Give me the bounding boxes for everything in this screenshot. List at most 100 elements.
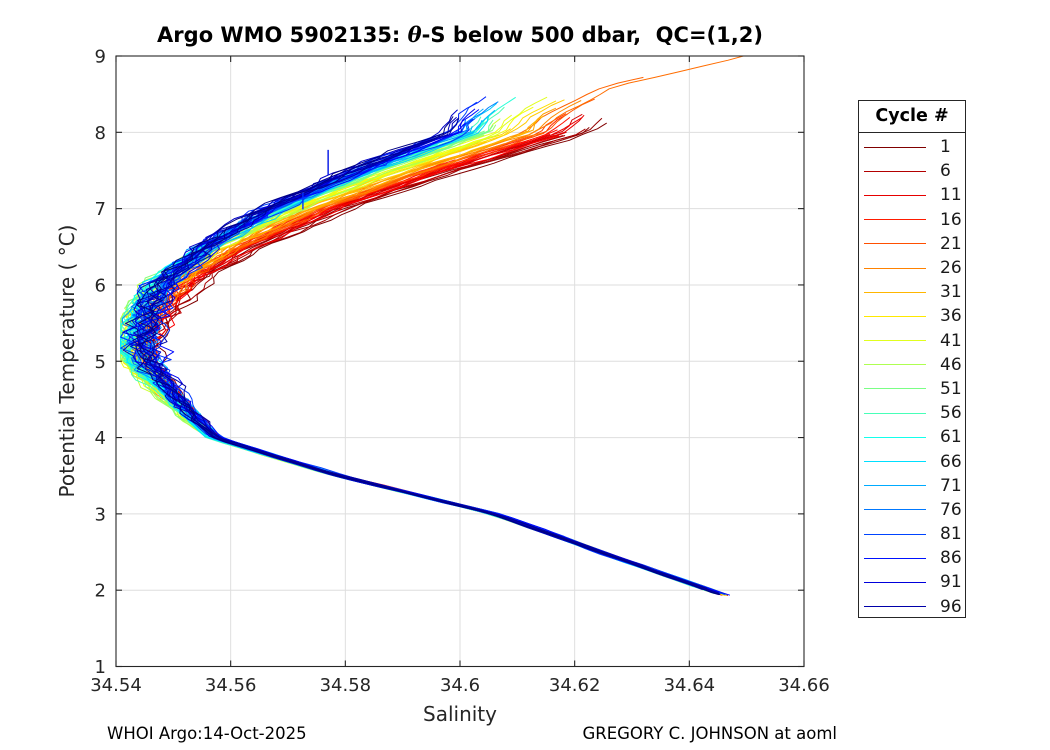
legend-line-sample [864,388,926,390]
legend-cycle-number: 71 [940,475,962,496]
legend-cycle-number: 96 [940,596,962,617]
legend-cycle-number: 76 [940,499,962,520]
legend-line-sample [864,267,926,269]
curve-cycle-25 [137,132,727,595]
curve-cycle-67 [142,115,713,591]
y-tick-label: 2 [95,581,106,602]
x-tick-label: 34.54 [90,675,142,696]
curve-cycle-44 [125,155,724,594]
curve-cycle-94 [129,116,721,595]
legend-line-sample [864,170,926,172]
legend-cycle-number: 91 [940,572,962,593]
chart-title-prefix: Argo WMO 5902135: [157,23,408,47]
curve-cycle-32 [126,141,720,595]
legend-cycle-number: 46 [940,354,962,375]
x-tick-label: 34.58 [320,675,372,696]
legend-cycle-number: 6 [940,161,951,182]
legend-cycle-number: 21 [940,233,962,254]
footer-credit-left: WHOI Argo:14-Oct-2025 [107,724,307,743]
legend-entries: 1 6 11 16 21 26 31 36 41 46 51 56 61 66 71 76 81 86 91 96 [859,133,965,619]
y-tick-label: 3 [95,504,106,525]
legend-line-sample [864,146,926,148]
legend-cycle-number: 16 [940,209,962,230]
curve-cycle-12 [144,117,699,587]
legend-cycle-number: 41 [940,330,962,351]
curve-cycle-83 [139,118,726,595]
legend: Cycle # 1 6 11 16 21 26 31 36 41 46 51 56 61 66 71 76 81… [858,100,966,618]
curve-cycle-72 [140,126,725,595]
y-tick-label: 7 [95,199,106,220]
legend-cycle-number: 36 [940,306,962,327]
curve-cycle-92 [122,166,716,594]
curve-cycle-46 [126,160,719,592]
legend-cycle-number: 81 [940,524,962,545]
curve-cycle-8 [138,131,723,596]
legend-entry: 66 [859,449,965,473]
legend-cycle-number: 66 [940,451,962,472]
legend-entry: 81 [859,522,965,546]
chart-title: Argo WMO 5902135: θ-S below 500 dbar, QC… [157,22,763,47]
legend-line-sample [864,291,926,293]
legend-entry: 21 [859,232,965,256]
legend-line-sample [864,436,926,438]
legend-entry: 6 [859,159,965,183]
x-tick-label: 34.6 [440,675,480,696]
legend-line-sample [864,364,926,366]
legend-entry: 51 [859,377,965,401]
curve-cycle-76 [130,157,720,594]
x-tick-label: 34.56 [205,675,257,696]
curve-cycle-30 [132,118,726,595]
curve-cycle-91 [134,139,713,592]
chart-title-suffix: -S below 500 dbar, QC=(1,2) [421,23,763,47]
legend-line-sample [864,557,926,559]
curve-cycle-56 [120,116,715,594]
legend-title: Cycle # [859,101,965,133]
y-tick-label: 5 [95,352,106,373]
curve-cycle-37 [120,136,714,594]
y-tick-label: 8 [95,123,106,144]
curve-cycle-97 [132,145,720,594]
legend-cycle-number: 56 [940,403,962,424]
legend-entry: 41 [859,329,965,353]
curve-cycle-54 [121,156,700,587]
legend-entry: 56 [859,401,965,425]
legend-line-sample [864,509,926,511]
curve-cycle-48 [120,124,705,590]
curve-cycle-18 [128,159,707,591]
curve-cycle-88 [134,137,708,590]
legend-line-sample [864,340,926,342]
curve-cycle-77 [135,156,705,588]
legend-entry: 46 [859,353,965,377]
curve-cycle-28 [121,163,697,588]
curve-cycle-31 [135,115,728,596]
legend-entry: 31 [859,280,965,304]
legend-line-sample [864,315,926,317]
legend-cycle-number: 11 [940,185,962,206]
curve-cycle-61 [120,144,697,587]
x-tick-label: 34.66 [778,675,830,696]
curve-cycle-65 [123,160,703,590]
curve-cycle-70 [141,109,727,595]
legend-line-sample [864,606,926,608]
legend-entry: 11 [859,183,965,207]
legend-cycle-number: 1 [940,137,951,158]
legend-cycle-number: 31 [940,282,962,303]
curve-cycle-63 [120,152,714,593]
curve-cycle-87 [146,122,731,596]
curve-cycle-64 [128,149,721,595]
curve-cycle-53 [124,119,715,593]
curve-cycle-16 [129,162,723,596]
legend-entry: 1 [859,135,965,159]
curve-cycle-17 [129,113,720,595]
x-tick-label: 34.62 [549,675,601,696]
x-tick-label: 34.64 [664,675,716,696]
curve-cycle-60 [130,162,715,593]
curve-cycle-6 [135,134,708,592]
curve-cycle-66 [120,150,693,587]
curve-cycle-90 [134,143,709,591]
legend-line-sample [864,581,926,583]
curve-cycle-52 [123,124,713,592]
legend-line-sample [864,485,926,487]
curve-cycle-82 [142,118,722,593]
